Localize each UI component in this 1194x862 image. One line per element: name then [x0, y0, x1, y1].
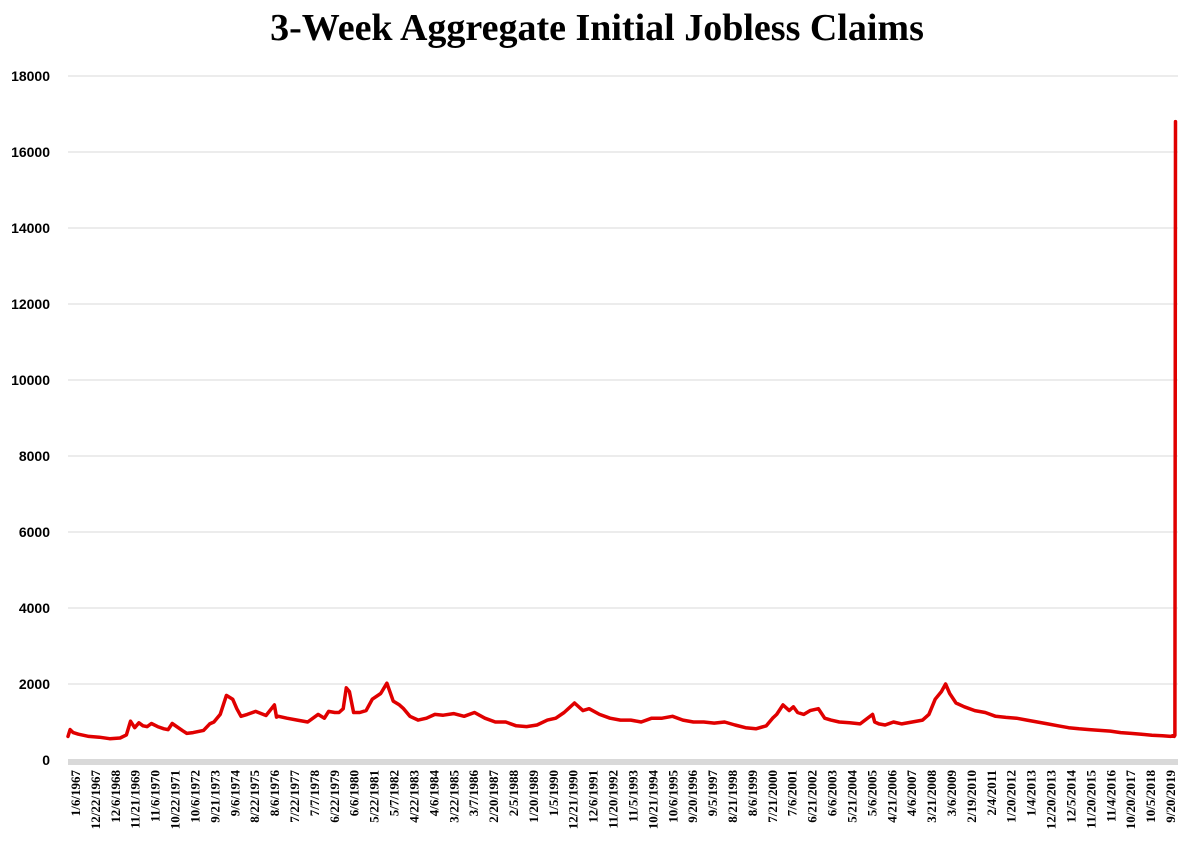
x-tick-label: 12/5/2014	[1063, 770, 1078, 823]
x-tick-label: 11/20/2015	[1083, 770, 1098, 829]
x-tick-label: 10/5/2018	[1143, 770, 1158, 823]
x-tick-label: 6/21/2002	[805, 770, 820, 823]
x-tick-label: 7/22/1977	[287, 770, 302, 823]
y-tick-label: 18000	[11, 68, 50, 84]
x-tick-label: 5/6/2005	[864, 770, 879, 817]
x-tick-label: 3/21/2008	[924, 770, 939, 823]
y-tick-label: 2000	[19, 676, 50, 692]
x-tick-label: 9/6/1974	[227, 770, 242, 817]
x-tick-label: 10/6/1995	[665, 770, 680, 823]
x-tick-label: 5/7/1982	[387, 770, 402, 816]
y-tick-label: 4000	[19, 600, 50, 616]
x-tick-label: 1/6/1967	[68, 770, 83, 817]
x-tick-label: 6/6/2003	[825, 770, 840, 817]
x-tick-label: 9/20/2019	[1163, 770, 1178, 823]
y-tick-label: 10000	[11, 372, 50, 388]
x-tick-label: 12/6/1968	[108, 770, 123, 823]
x-tick-label: 9/5/1997	[705, 770, 720, 817]
gridlines	[68, 75, 1178, 765]
x-tick-label: 7/6/2001	[785, 770, 800, 816]
x-tick-label: 2/4/2011	[984, 770, 999, 816]
x-tick-label: 7/7/1978	[307, 770, 322, 817]
x-tick-label: 2/5/1988	[506, 770, 521, 817]
x-tick-label: 8/6/1999	[745, 770, 760, 817]
x-tick-label: 12/22/1967	[88, 770, 103, 830]
x-axis-ticks: 1/6/1967 12/22/1967 12/6/1968 11/21/1969 11/…	[68, 770, 1178, 830]
x-tick-label: 2/20/1987	[486, 770, 501, 823]
x-tick-label: 4/6/2007	[904, 770, 919, 817]
x-tick-label: 2/19/2010	[964, 770, 979, 823]
chart-title: 3-Week Aggregate Initial Jobless Claims	[270, 7, 924, 49]
y-tick-label: 12000	[11, 296, 50, 312]
y-tick-label: 6000	[19, 524, 50, 540]
y-tick-label: 0	[42, 752, 50, 768]
y-axis-ticks: 0 2000 4000 6000 8000 10000 12000 14000 16000 180…	[11, 68, 50, 768]
y-tick-label: 14000	[11, 220, 50, 236]
x-tick-label: 5/22/1981	[367, 770, 382, 823]
x-tick-label: 10/22/1971	[168, 770, 183, 829]
x-tick-label: 11/4/2016	[1103, 770, 1118, 823]
x-tick-label: 10/20/2017	[1123, 770, 1138, 830]
y-tick-label: 8000	[19, 448, 50, 464]
y-tick-label: 16000	[11, 144, 50, 160]
x-tick-label: 11/21/1969	[128, 770, 143, 829]
x-tick-label: 9/21/1973	[207, 770, 222, 823]
x-tick-label: 6/22/1979	[327, 770, 342, 823]
x-tick-label: 8/22/1975	[247, 770, 262, 823]
x-tick-label: 10/6/1972	[187, 770, 202, 823]
x-tick-label: 8/6/1976	[267, 770, 282, 817]
x-tick-label: 11/6/1970	[148, 770, 163, 822]
x-tick-label: 12/20/2013	[1044, 770, 1059, 830]
x-tick-label: 11/20/1992	[606, 770, 621, 829]
x-tick-label: 4/21/2006	[884, 770, 899, 823]
x-tick-label: 3/7/1986	[466, 770, 481, 817]
x-tick-label: 5/21/2004	[844, 770, 859, 823]
x-tick-label: 8/21/1998	[725, 770, 740, 823]
x-tick-label: 1/20/1989	[526, 770, 541, 823]
x-tick-label: 1/4/2013	[1024, 770, 1039, 817]
x-tick-label: 12/6/1991	[586, 770, 601, 823]
x-tick-label: 1/20/2012	[1004, 770, 1019, 823]
x-tick-label: 3/6/2009	[944, 770, 959, 817]
x-tick-label: 11/5/1993	[625, 770, 640, 823]
x-tick-label: 9/20/1996	[685, 770, 700, 823]
x-tick-label: 10/21/1994	[645, 770, 660, 830]
series-line	[66, 119, 1178, 741]
series-layer	[66, 119, 1178, 741]
x-tick-label: 4/6/1984	[426, 770, 441, 817]
x-tick-label: 3/22/1985	[446, 770, 461, 823]
x-tick-label: 6/6/1980	[347, 770, 362, 816]
x-tick-label: 7/21/2000	[765, 770, 780, 823]
x-tick-label: 4/22/1983	[406, 770, 421, 823]
x-tick-label: 12/21/1990	[566, 770, 581, 829]
x-tick-label: 1/5/1990	[546, 770, 561, 816]
